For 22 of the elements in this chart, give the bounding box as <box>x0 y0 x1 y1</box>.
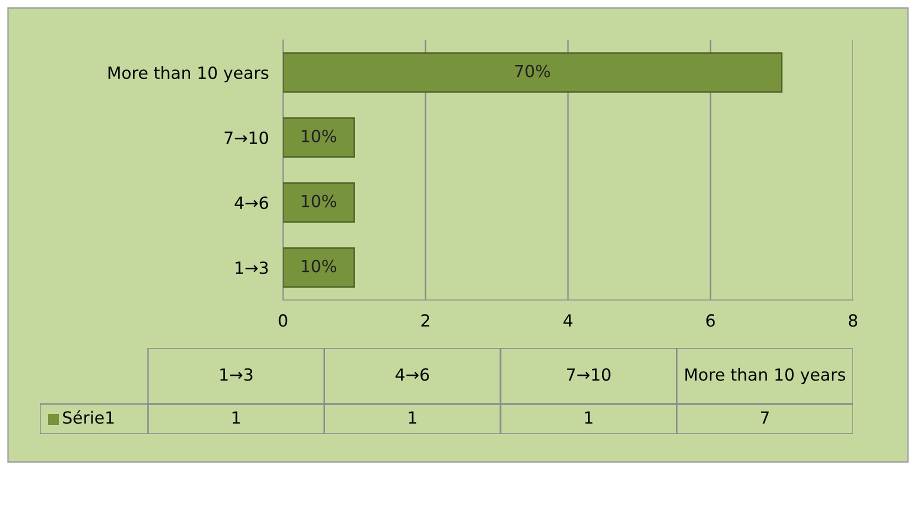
x-tick-label: 8 <box>848 314 858 327</box>
annotation: 10% <box>302 260 336 272</box>
data-label: 1 <box>585 411 592 424</box>
category-label: More than 10 years <box>685 368 846 384</box>
y-tick-label: 1→3 <box>236 261 268 274</box>
x-tick-label: 4 <box>564 314 572 327</box>
annotation: 10% <box>302 194 336 208</box>
x-tick-label: 2 <box>421 314 430 327</box>
annotation: 70% <box>515 64 550 78</box>
y-tick-label: More than 10 years <box>108 66 268 82</box>
y-tick-label: 7→10 <box>224 131 268 144</box>
data-label: 1 <box>232 411 240 424</box>
x-tick-label: 0 <box>278 314 288 327</box>
category-label: 7→10 <box>567 368 610 381</box>
y-tick-label: 4→6 <box>234 196 268 210</box>
data-label: 1 <box>408 411 416 424</box>
legend-label: Série1 <box>63 410 114 424</box>
x-tick-label: 6 <box>706 314 715 327</box>
data-label: 7 <box>760 411 769 424</box>
annotation: 10% <box>302 130 336 142</box>
category-label: 1→3 <box>220 368 252 381</box>
category-label: 4→6 <box>396 368 429 381</box>
